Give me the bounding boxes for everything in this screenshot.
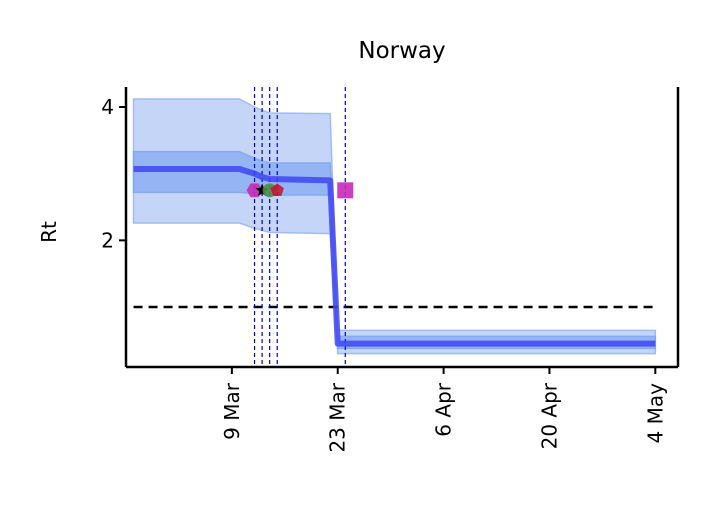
intervention-marker-square	[337, 182, 354, 199]
x-tick-label: 9 Mar	[220, 382, 244, 440]
intervention-marker-star	[255, 183, 269, 196]
y-axis-label: Rt	[37, 221, 61, 243]
chart-title: Norway	[358, 38, 445, 64]
intervention-marker-hexagon	[246, 183, 263, 198]
interval-50-band	[132, 150, 657, 350]
x-tick-label: 20 Apr	[537, 382, 561, 449]
intervention-marker-pentagon	[270, 183, 284, 196]
x-tick-label: 4 May	[643, 383, 667, 444]
y-tick-label: 4	[101, 95, 114, 119]
rt-series-line	[133, 166, 656, 347]
y-tick-label: 2	[101, 228, 114, 252]
x-tick-label: 6 Apr	[432, 382, 456, 436]
interval-95-band	[132, 98, 657, 355]
x-tick-label: 23 Mar	[326, 382, 350, 452]
plot-area: 2 4 9 Mar 23 Mar 6 Apr 20 Apr 4 May	[101, 87, 680, 453]
